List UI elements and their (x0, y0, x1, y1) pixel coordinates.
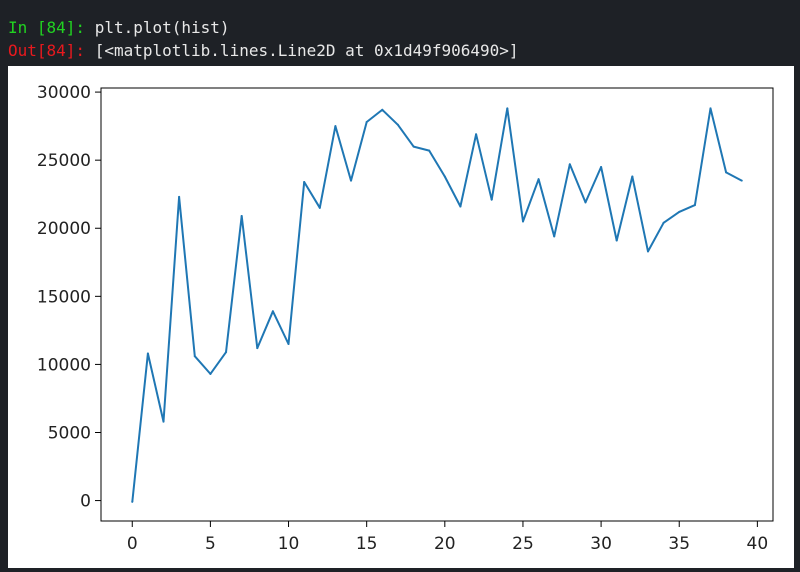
data-point (412, 145, 415, 148)
data-point (396, 123, 399, 126)
data-point (693, 204, 696, 207)
data-point (334, 125, 337, 128)
data-point (428, 149, 431, 152)
data-point (506, 107, 509, 110)
series-line (131, 107, 743, 503)
data-point (631, 175, 634, 178)
data-point (646, 250, 649, 253)
data-point (287, 342, 290, 345)
data-point (537, 178, 540, 181)
data-point (240, 214, 243, 217)
x-tick-label: 0 (127, 534, 138, 554)
data-point (178, 195, 181, 198)
axes-frame (100, 87, 774, 522)
data-point (225, 351, 228, 354)
input-code[interactable]: plt.plot(hist) (94, 18, 230, 37)
x-axis-ticks: 0 5 10 15 20 25 30 35 40 (127, 521, 768, 554)
x-tick-label: 15 (356, 534, 378, 554)
output-line: Out[84]: [<matplotlib.lines.Line2D at 0x… (8, 41, 519, 61)
data-point (725, 171, 728, 174)
data-point (709, 107, 712, 110)
x-tick-label: 10 (278, 534, 300, 554)
data-point (162, 420, 165, 423)
x-tick-label: 35 (668, 534, 690, 554)
x-tick-label: 20 (434, 534, 456, 554)
data-point (459, 205, 462, 208)
data-point (350, 179, 353, 182)
series-points (131, 107, 743, 503)
data-point (271, 310, 274, 313)
data-point (318, 206, 321, 209)
plot-figure: 0 5000 10000 15000 20000 25000 30000 0 5 10 15 20 2… (8, 66, 794, 568)
data-point (490, 198, 493, 201)
data-point (303, 180, 306, 183)
data-point (678, 210, 681, 213)
input-line: In [84]: plt.plot(hist) (8, 18, 230, 38)
data-point (662, 221, 665, 224)
data-point (615, 239, 618, 242)
data-point (209, 372, 212, 375)
y-axis-ticks: 0 5000 10000 15000 20000 25000 30000 (37, 83, 101, 512)
y-tick-label: 25000 (37, 151, 91, 171)
y-tick-label: 10000 (37, 355, 91, 375)
data-point (146, 352, 149, 355)
data-point (443, 175, 446, 178)
x-tick-label: 30 (590, 534, 612, 554)
y-tick-label: 0 (80, 492, 91, 512)
x-tick-label: 5 (205, 534, 216, 554)
x-tick-label: 25 (512, 534, 534, 554)
y-tick-label: 15000 (37, 287, 91, 307)
output-prompt: Out[84]: (8, 41, 86, 60)
data-point (365, 121, 368, 124)
y-tick-label: 30000 (37, 83, 91, 103)
data-point (740, 179, 743, 182)
input-prompt: In [84]: (8, 18, 86, 37)
data-point (553, 235, 556, 238)
data-point (600, 165, 603, 168)
data-point (584, 201, 587, 204)
data-point (193, 355, 196, 358)
data-point (521, 220, 524, 223)
y-tick-label: 5000 (48, 423, 91, 443)
x-tick-label: 40 (747, 534, 769, 554)
data-point (256, 347, 259, 350)
data-point (568, 163, 571, 166)
line-chart: 0 5000 10000 15000 20000 25000 30000 0 5 10 15 20 2… (37, 83, 774, 554)
y-tick-label: 20000 (37, 219, 91, 239)
data-point (475, 133, 478, 136)
data-point (381, 108, 384, 111)
output-text: [<matplotlib.lines.Line2D at 0x1d49f9064… (94, 41, 519, 60)
data-point (131, 500, 134, 503)
